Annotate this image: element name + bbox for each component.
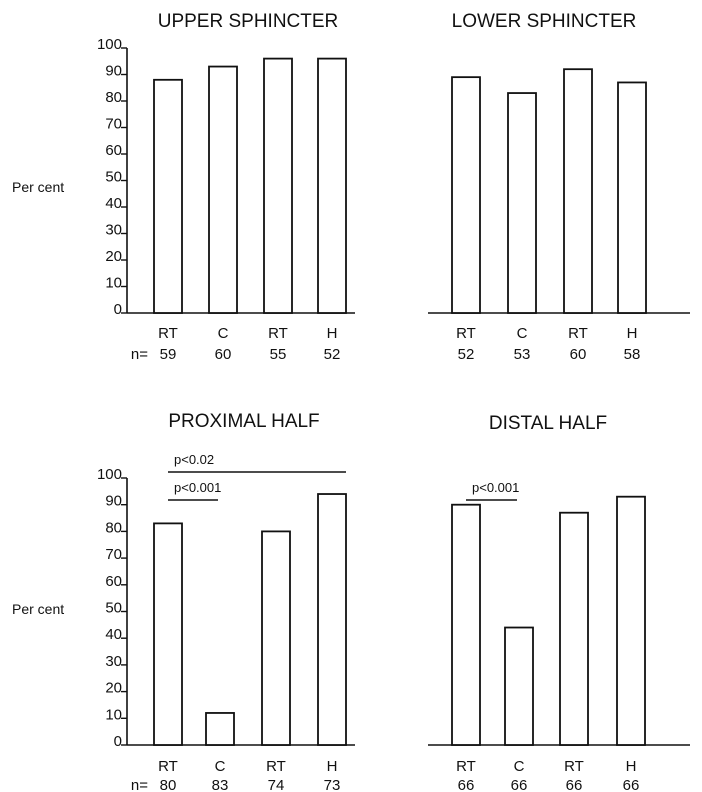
chart-3-n-prefix: n=	[131, 777, 148, 792]
chart-3-y-tick-label: 20	[105, 680, 122, 697]
chart-3-y-tick-label: 40	[105, 626, 122, 643]
chart-2-bar	[563, 68, 593, 314]
chart-4-n-value: 66	[623, 777, 640, 792]
chart-3-category-label: RT	[266, 758, 286, 775]
chart-3-y-tick-label: 60	[105, 573, 122, 590]
chart-4-bar	[616, 495, 646, 746]
chart-1-bar	[208, 65, 238, 314]
chart-1-category-label: C	[218, 325, 229, 342]
chart-3-y-tick-label: 70	[105, 546, 122, 563]
chart-2-category-label: RT	[456, 325, 476, 342]
chart-3-y-tick-label: 80	[105, 519, 122, 536]
chart-3-bar	[205, 712, 235, 746]
chart-2-title: LOWER SPHINCTER	[452, 11, 637, 32]
chart-4-significance-label: p<0.001	[472, 480, 519, 495]
chart-1-n-value: 52	[324, 346, 341, 363]
chart-3-y-axis-label: Per cent	[12, 601, 64, 617]
chart-3-n-value: 74	[268, 777, 285, 792]
chart-1-category-label: RT	[158, 325, 178, 342]
chart-3-n-value: 83	[212, 777, 229, 792]
chart-2-bar	[451, 76, 481, 314]
chart-4-title: DISTAL HALF	[489, 413, 607, 434]
chart-4-n-value: 66	[458, 777, 475, 792]
chart-1-n-value: 55	[270, 346, 287, 363]
chart-2-category-label: C	[517, 325, 528, 342]
chart-3-y-tick-label: 50	[105, 600, 122, 617]
chart-3-category-label: RT	[158, 758, 178, 775]
chart-1-y-tick-label: 10	[105, 275, 122, 292]
chart-2-n-value: 58	[624, 346, 641, 363]
chart-2-category-label: RT	[568, 325, 588, 342]
chart-1-y-tick-label: 80	[105, 89, 122, 106]
chart-1-bar	[317, 57, 347, 314]
chart-2-n-value: 60	[570, 346, 587, 363]
chart-4-category-label: H	[626, 758, 637, 775]
chart-3-n-value: 73	[324, 777, 341, 792]
chart-2-bar	[617, 81, 647, 314]
chart-2-n-value: 52	[458, 346, 475, 363]
chart-1-n-value: 60	[215, 346, 232, 363]
chart-1-bar	[263, 57, 293, 314]
chart-1-n-prefix: n=	[131, 346, 148, 363]
chart-3-bar	[317, 493, 347, 746]
chart-4-n-value: 66	[566, 777, 583, 792]
chart-3-significance-label: p<0.001	[174, 480, 221, 495]
chart-3-y-tick-label: 100	[97, 466, 122, 483]
chart-4-bar	[559, 511, 589, 746]
chart-3-y-tick-label: 0	[114, 733, 122, 750]
chart-1-y-tick-label: 30	[105, 222, 122, 239]
chart-4-category-label: C	[514, 758, 525, 775]
chart-3-y-tick-label: 90	[105, 493, 122, 510]
chart-4-n-value: 66	[511, 777, 528, 792]
chart-3-y-tick-label: 30	[105, 653, 122, 670]
chart-1-y-axis-label: Per cent	[12, 179, 64, 195]
chart-1-y-tick-label: 20	[105, 248, 122, 265]
chart-1-category-label: H	[327, 325, 338, 342]
chart-2-bar	[507, 92, 537, 314]
chart-3-category-label: H	[327, 758, 338, 775]
chart-4-bar	[504, 626, 534, 746]
chart-3-category-label: C	[215, 758, 226, 775]
chart-3-bar	[153, 522, 183, 746]
chart-3-bar	[261, 530, 291, 746]
chart-1-category-label: RT	[268, 325, 288, 342]
chart-3-significance-label: p<0.02	[174, 452, 214, 467]
chart-1-n-value: 59	[160, 346, 177, 363]
chart-4-bar	[451, 503, 481, 746]
chart-1-bar	[153, 78, 183, 314]
chart-3-n-value: 80	[160, 777, 177, 792]
chart-1-y-tick-label: 0	[114, 301, 122, 318]
chart-1-y-tick-label: 100	[97, 36, 122, 53]
chart-3-y-tick-label: 10	[105, 706, 122, 723]
chart-1-y-tick-label: 40	[105, 195, 122, 212]
chart-2-category-label: H	[627, 325, 638, 342]
chart-1-y-tick-label: 60	[105, 142, 122, 159]
chart-2-n-value: 53	[514, 346, 531, 363]
chart-1-y-tick-label: 90	[105, 63, 122, 80]
chart-1-y-tick-label: 70	[105, 116, 122, 133]
chart-4-category-label: RT	[564, 758, 584, 775]
chart-1-title: UPPER SPHINCTER	[158, 11, 339, 32]
chart-3-title: PROXIMAL HALF	[168, 411, 319, 432]
chart-4-category-label: RT	[456, 758, 476, 775]
chart-1-y-tick-label: 50	[105, 169, 122, 186]
